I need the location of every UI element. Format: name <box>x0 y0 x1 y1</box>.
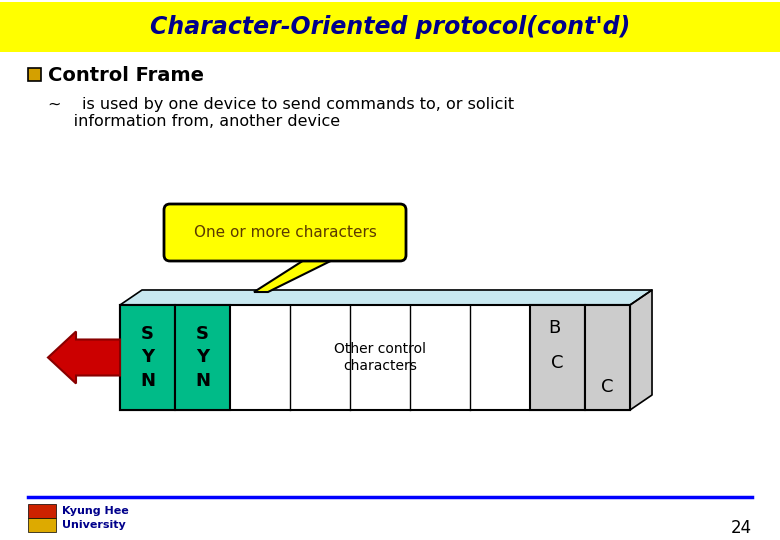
Text: Control Frame: Control Frame <box>48 66 204 85</box>
Text: Other control
characters: Other control characters <box>334 342 426 373</box>
Text: Kyung Hee: Kyung Hee <box>62 506 129 516</box>
Text: 24: 24 <box>731 519 752 537</box>
Text: information from, another device: information from, another device <box>48 114 340 130</box>
Bar <box>28 504 56 518</box>
Polygon shape <box>630 290 652 410</box>
Bar <box>120 305 175 410</box>
Text: Character-Oriented protocol(cont'd): Character-Oriented protocol(cont'd) <box>150 15 630 39</box>
Bar <box>28 68 41 81</box>
Bar <box>175 305 230 410</box>
Text: ~    is used by one device to send commands to, or solicit: ~ is used by one device to send commands… <box>48 97 514 111</box>
Text: B: B <box>548 319 561 337</box>
FancyBboxPatch shape <box>164 204 406 261</box>
Text: S
Y
N: S Y N <box>140 325 155 390</box>
Polygon shape <box>120 290 652 305</box>
Bar <box>530 305 585 410</box>
Text: University: University <box>62 520 126 530</box>
Polygon shape <box>254 261 331 292</box>
Text: C: C <box>551 354 564 372</box>
Bar <box>0 2 780 52</box>
Text: One or more characters: One or more characters <box>193 225 377 240</box>
Bar <box>28 518 56 532</box>
FancyArrow shape <box>48 332 120 383</box>
Text: S
Y
N: S Y N <box>195 325 210 390</box>
Text: C: C <box>601 378 614 396</box>
Bar <box>585 305 630 410</box>
Bar <box>120 305 630 410</box>
